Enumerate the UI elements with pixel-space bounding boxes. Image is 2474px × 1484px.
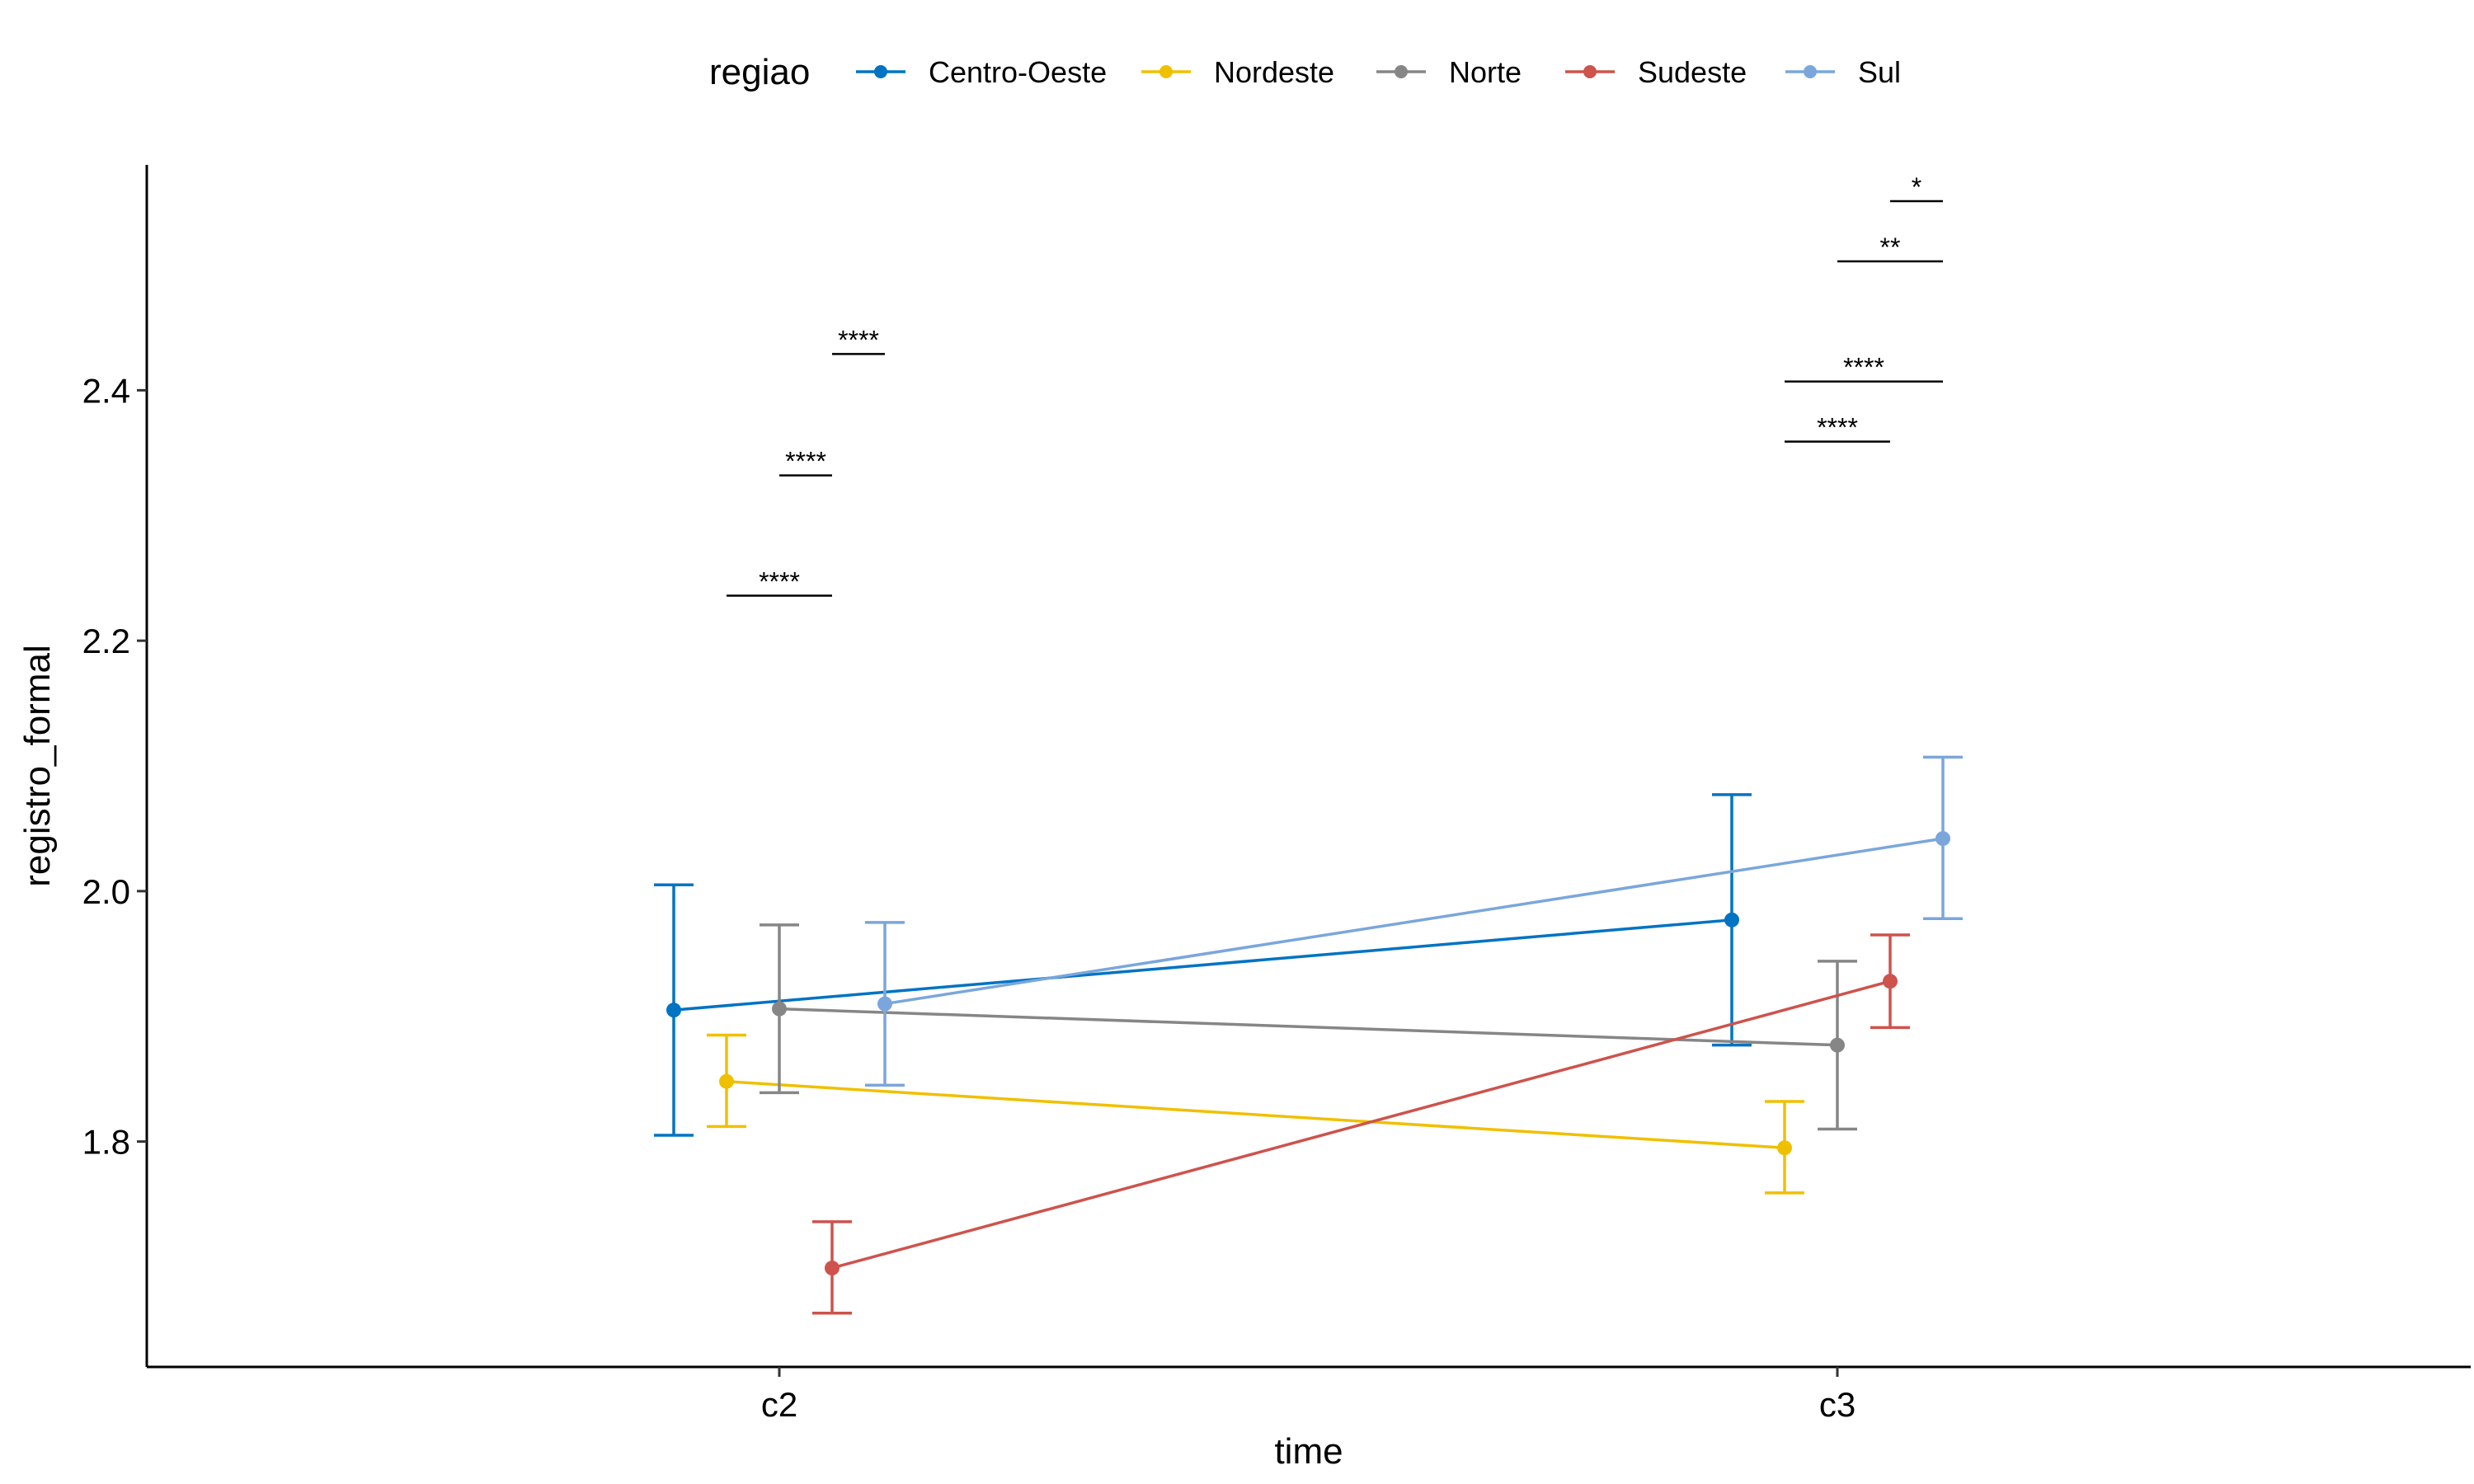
legend: regiao Centro-Oeste Nordeste Norte Sudeste S… <box>709 52 1901 92</box>
legend-key-point <box>1395 65 1408 78</box>
legend-key-point <box>1804 65 1817 78</box>
legend-title: regiao <box>709 52 810 92</box>
significance-label: **** <box>838 325 879 355</box>
x-tick-label: c2 <box>761 1385 797 1424</box>
legend-key-point <box>1583 65 1597 78</box>
plot-area: *********************** <box>654 172 1963 1315</box>
y-tick-label: 1.8 <box>82 1123 130 1162</box>
data-point <box>877 996 892 1012</box>
data-point <box>1883 974 1898 989</box>
significance-label: **** <box>1843 353 1884 383</box>
data-point <box>1724 912 1739 928</box>
legend-label: Nordeste <box>1214 55 1334 89</box>
legend-label: Norte <box>1449 55 1522 89</box>
legend-key-point <box>874 65 887 78</box>
legend-label: Sudeste <box>1638 55 1747 89</box>
significance-label: **** <box>1817 413 1858 443</box>
series-line-sul <box>884 837 1944 1006</box>
y-axis-title: registro_formal <box>17 645 58 886</box>
data-point <box>1935 831 1950 847</box>
series-line-norte <box>778 1007 1838 1047</box>
y-tick-label: 2.4 <box>82 371 130 410</box>
legend-label: Centro-Oeste <box>929 55 1107 89</box>
y-tick-label: 2.2 <box>82 622 130 660</box>
legend-key-point <box>1159 65 1173 78</box>
significance-label: * <box>1912 172 1921 202</box>
data-point <box>1830 1037 1845 1053</box>
data-point <box>666 1003 681 1018</box>
data-point <box>719 1073 734 1089</box>
significance-label: ** <box>1880 232 1901 262</box>
y-tick-label: 2.0 <box>82 872 130 911</box>
significance-label: **** <box>785 447 826 477</box>
series-line-centro-oeste <box>673 918 1733 1012</box>
data-point <box>1777 1140 1792 1156</box>
series-line-sudeste <box>831 979 1891 1270</box>
x-tick-label: c3 <box>1819 1385 1856 1424</box>
legend-label: Sul <box>1858 55 1901 89</box>
data-point <box>825 1261 840 1276</box>
significance-label: **** <box>759 566 800 596</box>
x-axis-title: time <box>1274 1431 1343 1472</box>
data-point <box>772 1001 787 1017</box>
series-line-nordeste <box>726 1079 1785 1149</box>
axes: time registro_formal 1.8 2.0 2.2 2.4 c2 c3 <box>17 165 2471 1472</box>
